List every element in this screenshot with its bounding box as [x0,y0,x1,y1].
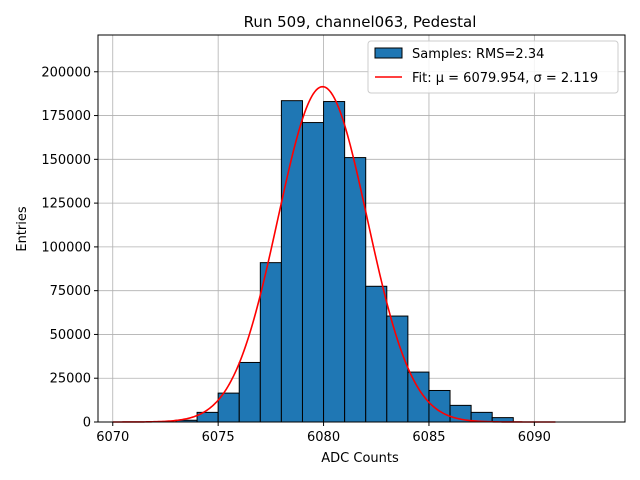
histogram-bar [259,262,282,423]
x-tick-label: 6085 [412,430,445,445]
y-tick-label: 50000 [50,328,91,343]
y-tick-label: 150000 [41,153,91,168]
histogram-bar [365,285,388,423]
x-axis: 6070 6075 6080 6085 6090 [96,422,551,445]
histogram-bar [301,122,325,423]
histogram-bar [238,361,261,423]
y-axis-label: Entries [15,206,30,252]
x-tick-label: 6080 [307,430,340,445]
x-tick-label: 6075 [202,430,235,445]
y-axis: 0 25000 50000 75000 100000 125000 150000 175000… [41,65,98,431]
y-tick-label: 100000 [41,240,91,255]
histogram-bar [407,371,430,423]
histogram-bar [323,101,346,423]
legend-swatch-samples [374,47,403,59]
y-tick-label: 175000 [41,109,91,124]
plot-frame [97,34,626,423]
legend-frame [367,40,619,94]
fit-curve [112,85,556,423]
histogram-bar [386,315,409,423]
fit-curve-layer [112,85,556,423]
histogram-bar [280,100,303,423]
y-tick-label: 0 [83,416,91,431]
y-tick-label: 125000 [41,197,91,212]
legend-label-samples: Samples: RMS=2.34 [412,47,544,62]
legend-label-fit: Fit: μ = 6079.954, σ = 2.119 [412,71,598,86]
x-tick-label: 6090 [518,430,551,445]
legend: Samples: RMS=2.34 Fit: μ = 6079.954, σ =… [367,40,619,94]
y-tick-label: 25000 [50,372,91,387]
x-tick-label: 6070 [96,430,129,445]
histogram-bars [175,100,514,423]
y-tick-label: 75000 [50,284,91,299]
y-tick-label: 200000 [41,65,91,80]
chart-title: Run 509, channel063, Pedestal [244,13,477,31]
x-axis-label: ADC Counts [321,451,399,466]
